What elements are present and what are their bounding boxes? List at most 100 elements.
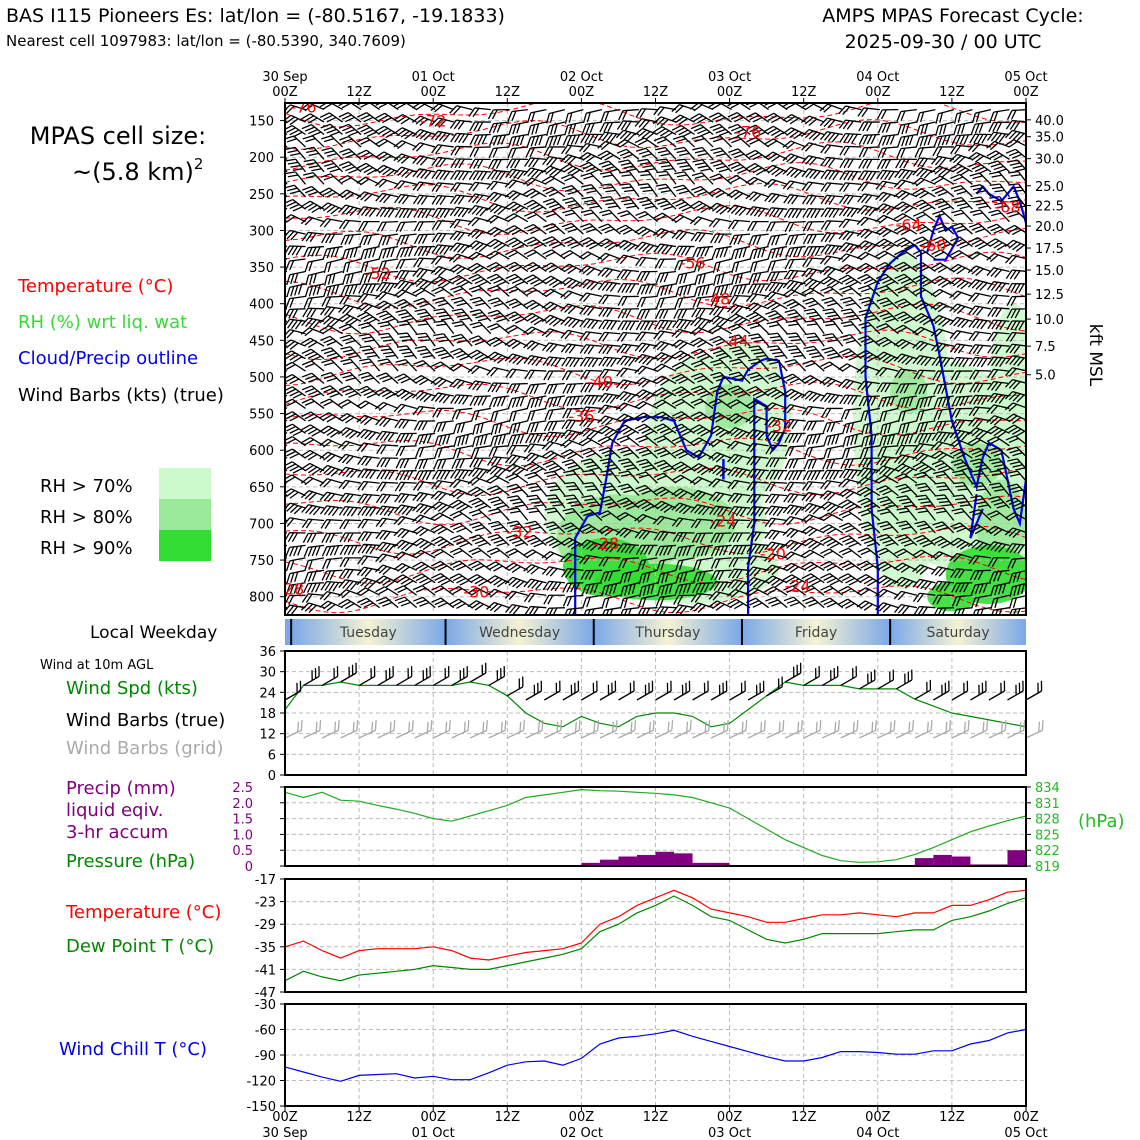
wind-barb (431, 585, 455, 596)
wind-barb (541, 342, 566, 353)
barb-flag (307, 428, 318, 435)
barb-flag (300, 602, 310, 611)
wind-barb (449, 119, 473, 130)
barb-staff (291, 361, 306, 372)
wind-barb (433, 308, 455, 322)
barb-flag (471, 229, 480, 238)
barb-flag (342, 480, 350, 490)
barb-flag (289, 491, 299, 499)
barb-flag (289, 354, 299, 361)
barb-flag (431, 169, 439, 179)
barb-flag (399, 433, 406, 443)
barb-staff (425, 332, 436, 347)
barb-flag (360, 139, 371, 145)
barb-flag (266, 320, 271, 329)
barb-staff (493, 180, 510, 185)
barb-flag (378, 153, 388, 160)
barb-flag (449, 478, 458, 488)
legend-wind-barbs-true: Wind Barbs (true) (66, 710, 225, 731)
barb-staff (420, 549, 436, 559)
barb-flag (301, 593, 309, 603)
wind-barb (285, 350, 306, 363)
barb-flag (286, 503, 295, 512)
barb-flag (319, 591, 328, 600)
pressure-unit: (hPa) (1078, 811, 1125, 832)
barb-staff (437, 255, 454, 260)
barb-flag (416, 599, 427, 605)
barb-flag (490, 325, 501, 331)
barb-flag (627, 133, 636, 142)
wind-barb (285, 517, 306, 527)
wind-barb (356, 206, 380, 218)
wind-barb (508, 420, 528, 435)
barb-flag (323, 275, 328, 286)
barb-flag (358, 221, 365, 231)
wind-barb (507, 395, 528, 409)
barb-flag (454, 311, 465, 315)
barb-flag (326, 429, 336, 437)
barb-staff (497, 297, 510, 310)
wind-barb (450, 170, 473, 181)
barb-flag (438, 339, 449, 343)
barb-flag (308, 604, 317, 613)
wind-barb (449, 274, 473, 288)
barb-flag (383, 531, 391, 541)
barb-flag (360, 589, 370, 597)
barb-staff (439, 512, 455, 522)
barb-flag (363, 390, 374, 396)
barb-staff (604, 368, 621, 372)
wind-barb (526, 420, 547, 434)
wind-barb (320, 519, 343, 529)
wind-barb (412, 561, 436, 572)
barb-flag (370, 283, 377, 294)
barb-flag (339, 371, 350, 376)
barb-flag (376, 457, 383, 468)
barb-flag (363, 129, 374, 135)
barb-flag (305, 137, 316, 143)
barb-flag (378, 588, 389, 595)
barb-staff (476, 573, 492, 584)
wind-barb (524, 157, 547, 168)
barb-flag (326, 352, 337, 357)
barb-flag (363, 167, 374, 174)
wind-barb (394, 298, 418, 310)
wind-barb (486, 250, 510, 260)
barb-flag (301, 372, 313, 378)
barb-flag (359, 273, 365, 284)
barb-flag (329, 131, 340, 137)
barb-flag (339, 135, 350, 141)
barb-flag (270, 607, 275, 616)
barb-flag (300, 476, 310, 484)
barb-flag (287, 187, 298, 192)
wind-barb (304, 258, 325, 273)
wind-barb (431, 232, 454, 243)
wind-barb (617, 308, 639, 319)
barb-flag (375, 431, 383, 441)
barb-staff (345, 479, 362, 484)
barb-flag (286, 560, 291, 571)
barb-flag (382, 601, 393, 607)
barb-flag (412, 155, 421, 164)
barb-staff (588, 237, 603, 248)
barb-flag (459, 458, 465, 469)
barb-flag (285, 146, 296, 151)
barb-flag (350, 581, 358, 591)
barb-flag (458, 158, 465, 169)
barb-staff (290, 214, 306, 223)
barb-staff (425, 320, 436, 335)
barb-flag (330, 207, 340, 215)
barb-flag (346, 569, 354, 579)
barb-flag (308, 505, 317, 515)
barb-flag (376, 596, 387, 602)
barb-staff (382, 416, 399, 422)
wind-barb (674, 158, 696, 173)
barb-staff (382, 444, 399, 447)
barb-flag (274, 585, 281, 595)
wind-barb (450, 394, 473, 405)
barb-flag (496, 317, 507, 323)
barb-flag (440, 470, 447, 480)
legend-temperature: Temperature (°C) (17, 276, 173, 297)
barb-flag (361, 494, 369, 504)
barb-flag (487, 323, 498, 329)
barb-flag (286, 413, 296, 420)
